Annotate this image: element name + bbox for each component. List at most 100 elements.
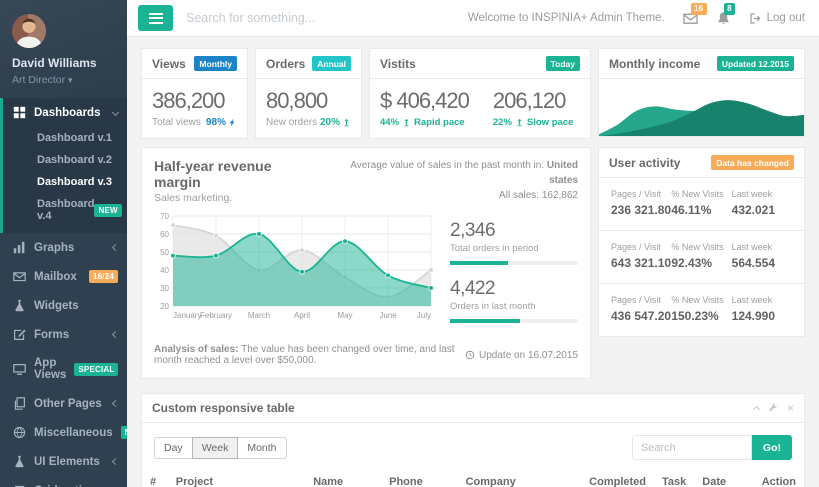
activity-col-value: 236 321.80 bbox=[611, 203, 671, 217]
user-activity-row: Pages / Visit436 547.20% New Visits150.2… bbox=[599, 284, 804, 336]
user-activity-cell: Pages / Visit643 321.10 bbox=[611, 242, 671, 270]
sidebar-item-grid-options[interactable]: Grid options bbox=[0, 476, 127, 487]
user-role-dropdown[interactable]: Art Director ▾ bbox=[12, 74, 115, 86]
user-activity-badge: Data has changed bbox=[711, 155, 794, 170]
user-activity-row: Pages / Visit236 321.80% New Visits46.11… bbox=[599, 178, 804, 231]
visits-value-1: $ 406,420 bbox=[380, 88, 469, 114]
avatar[interactable] bbox=[12, 14, 46, 48]
sidebar-badge: 16/24 bbox=[89, 270, 118, 283]
top-navbar: Welcome to INSPINIA+ Admin Theme. 16 8 L… bbox=[127, 0, 819, 37]
column-header-phone[interactable]: Phone bbox=[381, 470, 457, 487]
sidebar-item-ui-elements[interactable]: UI Elements bbox=[0, 447, 127, 476]
sidebar-item-miscellaneous[interactable]: MiscellaneousNEW bbox=[0, 418, 127, 447]
range-tabs: DayWeekMonth bbox=[154, 437, 287, 459]
go-button[interactable]: Go! bbox=[752, 435, 792, 460]
menu-toggle-button[interactable] bbox=[138, 5, 173, 31]
user-activity-cell: Last week432.021 bbox=[732, 189, 792, 217]
sidebar-section-mailbox: Mailbox16/24 bbox=[0, 262, 127, 291]
sidebar-item-label: Forms bbox=[34, 329, 69, 341]
income-badge: Updated 12.2015 bbox=[717, 56, 794, 71]
panel-tools: × bbox=[754, 402, 794, 414]
close-icon[interactable]: × bbox=[787, 402, 794, 414]
sidebar-item-label: Miscellaneous bbox=[34, 427, 113, 439]
messages-button[interactable]: 16 bbox=[683, 11, 698, 26]
sidebar-section-forms: Forms bbox=[0, 320, 127, 349]
tab-day[interactable]: Day bbox=[154, 437, 193, 459]
revenue-panel: Half-year revenue margin Sales marketing… bbox=[141, 147, 591, 379]
stats-row: Views Monthly 386,200 Total views 98% Or… bbox=[141, 48, 805, 139]
svg-text:June: June bbox=[379, 311, 397, 320]
visits-stat-1: $ 406,420 44%Rapid pace bbox=[380, 88, 469, 128]
column-header-project[interactable]: Project bbox=[168, 470, 305, 487]
sidebar-submenu: Dashboard v.1 Dashboard v.2 Dashboard v.3D… bbox=[3, 127, 127, 233]
chevron-left-icon bbox=[112, 400, 119, 407]
sidebar-badge: SPECIAL bbox=[74, 363, 118, 376]
sidebar-item-forms[interactable]: Forms bbox=[0, 320, 127, 349]
sidebar-item-dashboard-v-3[interactable]: Dashboard v.3 bbox=[3, 171, 127, 193]
column-header-action[interactable]: Action bbox=[754, 470, 804, 487]
sidebar-item-label: Widgets bbox=[34, 300, 79, 312]
income-area-chart bbox=[599, 79, 804, 136]
logout-label: Log out bbox=[767, 12, 805, 24]
main-area: Welcome to INSPINIA+ Admin Theme. 16 8 L… bbox=[127, 0, 819, 487]
views-label: Total views bbox=[152, 117, 201, 128]
revenue-note: Average value of sales in the past month… bbox=[321, 158, 578, 204]
revenue-title: Half-year revenue margin bbox=[154, 158, 321, 190]
clock-icon bbox=[465, 350, 475, 360]
sidebar-item-dashboard-v-1[interactable]: Dashboard v.1 bbox=[3, 127, 127, 149]
activity-col-value: 150.23% bbox=[671, 309, 731, 323]
sidebar-item-dashboards[interactable]: Dashboards bbox=[3, 98, 127, 127]
envelope-icon bbox=[13, 270, 26, 283]
sidebar-item-mailbox[interactable]: Mailbox16/24 bbox=[0, 262, 127, 291]
level-up-icon bbox=[515, 118, 524, 127]
activity-col-value: 46.11% bbox=[671, 203, 731, 217]
sidebar-subitem-label: Dashboard v.2 bbox=[37, 154, 112, 166]
orders-panel: Orders Annual 80,800 New orders 20% bbox=[255, 48, 362, 139]
svg-text:May: May bbox=[337, 311, 352, 320]
table-search-input[interactable] bbox=[632, 435, 752, 460]
user-activity-row: Pages / Visit643 321.10% New Visits92.43… bbox=[599, 231, 804, 284]
sidebar-item-widgets[interactable]: Widgets bbox=[0, 291, 127, 320]
sidebar-item-dashboard-v-4[interactable]: Dashboard v.4NEW bbox=[3, 193, 127, 227]
level-up-icon bbox=[342, 118, 351, 127]
middle-row: Half-year revenue margin Sales marketing… bbox=[141, 147, 805, 379]
sidebar-item-app-views[interactable]: App ViewsSPECIAL bbox=[0, 349, 127, 389]
orders-last-month-progress bbox=[450, 319, 578, 323]
sidebar-item-dashboard-v-2[interactable]: Dashboard v.2 bbox=[3, 149, 127, 171]
views-delta: 98% bbox=[206, 117, 237, 128]
revenue-subtitle: Sales marketing. bbox=[154, 192, 321, 204]
chevron-left-icon bbox=[112, 331, 119, 338]
column-header-task[interactable]: Task bbox=[654, 470, 694, 487]
tab-month[interactable]: Month bbox=[237, 437, 286, 459]
svg-text:30: 30 bbox=[160, 284, 169, 293]
visits-delta-2: 22%Slow pace bbox=[493, 117, 573, 128]
tab-week[interactable]: Week bbox=[192, 437, 239, 459]
flask-icon bbox=[13, 455, 26, 468]
collapse-icon[interactable] bbox=[754, 404, 759, 412]
logout-button[interactable]: Log out bbox=[749, 12, 805, 25]
orders-in-period-progress bbox=[450, 261, 578, 265]
user-activity-cell: Pages / Visit436 547.20 bbox=[611, 295, 671, 323]
monthly-income-panel: Monthly income Updated 12.2015 bbox=[598, 48, 805, 137]
sidebar-item-other-pages[interactable]: Other Pages bbox=[0, 389, 127, 418]
wrench-icon[interactable] bbox=[768, 403, 778, 413]
table-title: Custom responsive table bbox=[152, 401, 295, 415]
notifications-button[interactable]: 8 bbox=[716, 11, 731, 26]
column-header-completed[interactable]: Completed bbox=[581, 470, 654, 487]
activity-col-label: % New Visits bbox=[671, 242, 731, 252]
user-activity-cell: % New Visits 46.11% bbox=[671, 189, 731, 217]
sidebar: David Williams Art Director ▾ Dashboards… bbox=[0, 0, 127, 487]
search-input[interactable] bbox=[186, 11, 406, 25]
sidebar-item-graphs[interactable]: Graphs bbox=[0, 233, 127, 262]
column-header-date[interactable]: Date bbox=[694, 470, 753, 487]
column-header-name[interactable]: Name bbox=[305, 470, 381, 487]
chevron-left-icon bbox=[112, 458, 119, 465]
caret-down-icon: ▾ bbox=[68, 75, 73, 85]
column-header-company[interactable]: Company bbox=[458, 470, 582, 487]
column-header--[interactable]: # bbox=[142, 470, 168, 487]
sidebar-section-dashboards: DashboardsDashboard v.1Dashboard v.2Dash… bbox=[0, 98, 127, 233]
svg-text:January: January bbox=[173, 311, 201, 320]
activity-col-label: Pages / Visit bbox=[611, 295, 671, 305]
activity-col-label: % New Visits bbox=[671, 189, 731, 199]
grid-icon bbox=[13, 106, 26, 119]
